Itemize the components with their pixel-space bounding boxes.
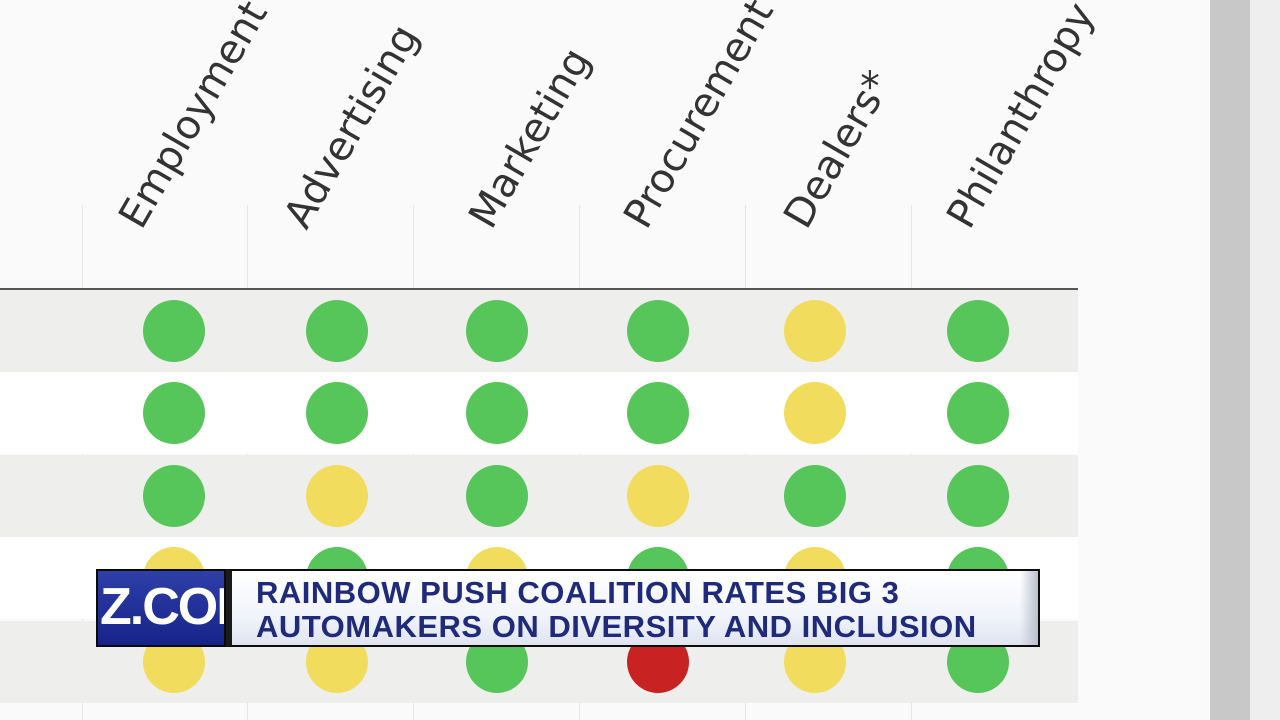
rating-dot-green	[466, 300, 528, 362]
rating-dot-green	[947, 382, 1009, 444]
rating-dot-green	[784, 465, 846, 527]
column-header: Procurement	[615, 0, 783, 236]
page-edge	[1210, 0, 1250, 720]
headline-line-1: RAINBOW PUSH COALITION RATES BIG 3	[256, 575, 900, 610]
rating-dot-green	[306, 300, 368, 362]
rating-dot-green	[143, 465, 205, 527]
headline-panel: RAINBOW PUSH COALITION RATES BIG 3 AUTOM…	[226, 569, 1040, 647]
column-header: Philanthropy	[938, 0, 1104, 236]
rating-dot-green	[627, 382, 689, 444]
rating-dot-yellow	[784, 300, 846, 362]
header-rule	[0, 288, 1078, 291]
rating-dot-yellow	[627, 465, 689, 527]
rating-dot-green	[466, 382, 528, 444]
station-logo-text: Z.COM	[100, 578, 224, 636]
station-logo: Z.COM	[96, 569, 226, 647]
rating-dot-yellow	[306, 465, 368, 527]
rating-dot-green	[143, 382, 205, 444]
column-header: Employment	[110, 0, 277, 237]
page-background	[1250, 0, 1280, 720]
rating-dot-green	[947, 465, 1009, 527]
rating-dot-green	[306, 382, 368, 444]
rating-dot-green	[143, 300, 205, 362]
rating-dot-green	[466, 465, 528, 527]
rating-dot-yellow	[784, 382, 846, 444]
rating-dot-green	[627, 300, 689, 362]
news-lower-third: Z.COM RAINBOW PUSH COALITION RATES BIG 3…	[96, 569, 1040, 647]
rating-dot-green	[947, 300, 1009, 362]
headline-line-2: AUTOMAKERS ON DIVERSITY AND INCLUSION	[256, 609, 977, 644]
column-header: Advertising	[275, 17, 429, 237]
column-header: Dealers*	[775, 63, 902, 236]
